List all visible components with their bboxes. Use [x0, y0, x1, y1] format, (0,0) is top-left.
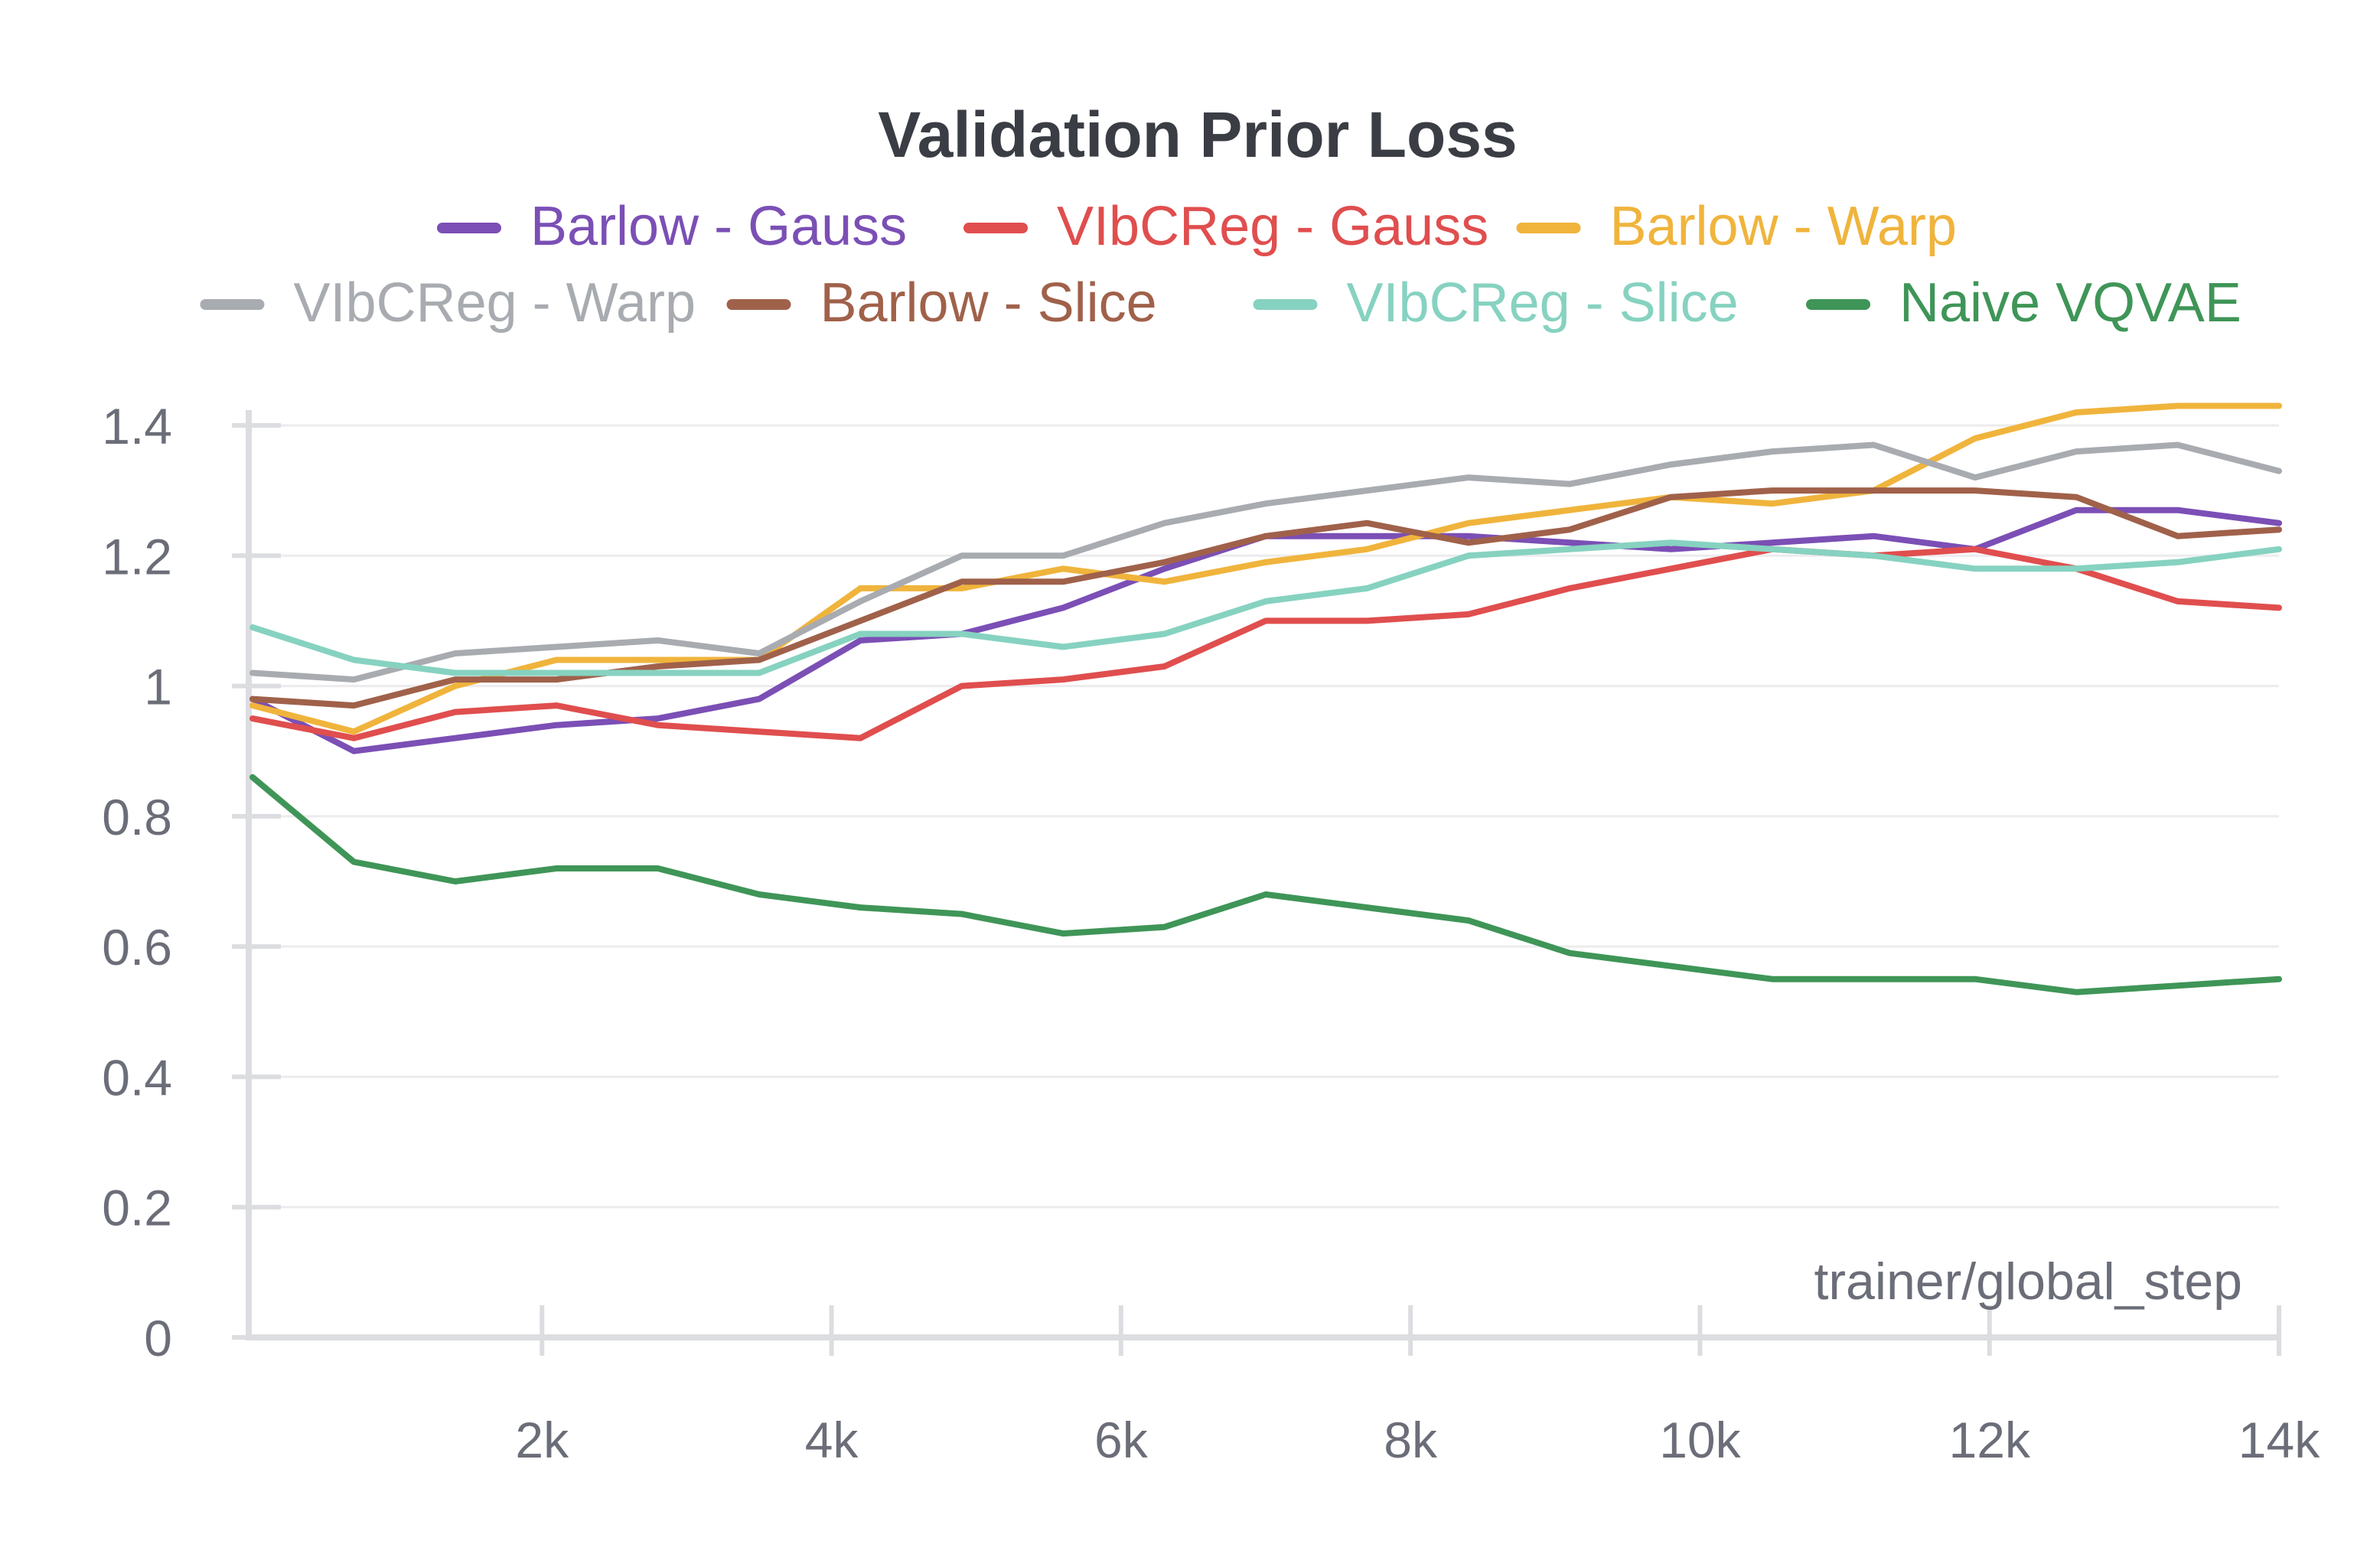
x-tick-label: 10k [1659, 1412, 1741, 1468]
y-tick-label: 0 [144, 1310, 172, 1366]
legend-item-barlow-slice[interactable]: Barlow - Slice [726, 272, 1157, 334]
y-tick-label: 0.2 [102, 1180, 172, 1236]
legend-label: Naive VQVAE [1899, 272, 2241, 334]
y-tick-label: 1.4 [102, 398, 172, 454]
y-tick-label: 0.4 [102, 1049, 172, 1106]
series-line-vibcreg-gauss [249, 546, 2282, 741]
legend-item-barlow-warp[interactable]: Barlow - Warp [1516, 196, 1957, 257]
y-axis-ticks: 0 0.2 0.4 0.6 0.8 1 1.2 1.4 [102, 398, 281, 1366]
legend-item-vibcreg-slice[interactable]: VIbCReg - Slice [1253, 272, 1739, 334]
legend-label: VIbCReg - Warp [294, 272, 696, 334]
axes [246, 410, 2279, 1340]
legend-label: VIbCReg - Gauss [1057, 196, 1488, 257]
legend-label: Barlow - Gauss [530, 196, 907, 257]
x-tick-label: 14k [2238, 1412, 2320, 1468]
legend-item-vibcreg-gauss[interactable]: VIbCReg - Gauss [963, 196, 1488, 257]
x-axis-ticks: 2k 4k 6k 8k 10k 12k 14k [515, 1305, 2320, 1468]
series-line-naive-vqvae [249, 774, 2282, 995]
y-tick-label: 1 [144, 659, 172, 715]
series-line-vibcreg-slice [249, 539, 2282, 676]
legend-item-naive-vqvae[interactable]: Naive VQVAE [1806, 272, 2241, 334]
series-line-barlow-warp [249, 402, 2282, 735]
series-line-vibcreg-warp [249, 441, 2282, 683]
x-tick-label: 12k [1949, 1412, 2031, 1468]
x-axis-label: trainer/global_step [1814, 1252, 2242, 1311]
legend-label: VIbCReg - Slice [1347, 272, 1739, 334]
legend-label: Barlow - Slice [820, 272, 1157, 334]
chart-title: Validation Prior Loss [878, 99, 1518, 171]
legend: Barlow - Gauss VIbCReg - Gauss Barlow - Wa… [200, 196, 2241, 334]
y-tick-label: 1.2 [102, 528, 172, 585]
series-lines [249, 402, 2282, 995]
y-tick-label: 0.6 [102, 919, 172, 976]
legend-item-barlow-gauss[interactable]: Barlow - Gauss [437, 196, 907, 257]
y-tick-label: 0.8 [102, 789, 172, 845]
grid-lines [249, 424, 2279, 1209]
x-tick-label: 4k [805, 1412, 859, 1468]
legend-item-vibcreg-warp[interactable]: VIbCReg - Warp [200, 272, 696, 334]
x-tick-label: 8k [1384, 1412, 1438, 1468]
x-tick-label: 2k [515, 1412, 569, 1468]
legend-label: Barlow - Warp [1610, 196, 1957, 257]
x-tick-label: 6k [1094, 1412, 1149, 1468]
